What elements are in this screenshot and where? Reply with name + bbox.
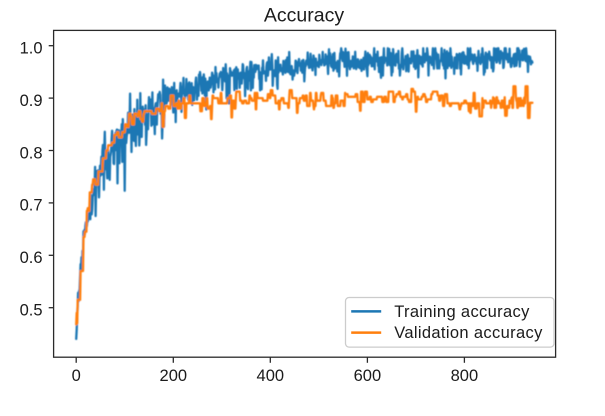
svg-text:1.0: 1.0	[20, 40, 43, 58]
svg-text:0.7: 0.7	[20, 197, 43, 215]
svg-text:Accuracy: Accuracy	[264, 5, 344, 27]
svg-text:800: 800	[451, 367, 479, 385]
svg-text:0.6: 0.6	[20, 249, 43, 267]
svg-text:0.8: 0.8	[20, 144, 43, 162]
svg-text:200: 200	[160, 367, 188, 385]
svg-text:400: 400	[257, 367, 285, 385]
svg-text:Validation accuracy: Validation accuracy	[394, 324, 543, 342]
svg-text:600: 600	[354, 367, 382, 385]
svg-text:0.9: 0.9	[20, 92, 43, 110]
svg-text:0: 0	[72, 367, 81, 385]
svg-text:0.5: 0.5	[20, 302, 43, 320]
svg-text:Training accuracy: Training accuracy	[394, 303, 530, 321]
